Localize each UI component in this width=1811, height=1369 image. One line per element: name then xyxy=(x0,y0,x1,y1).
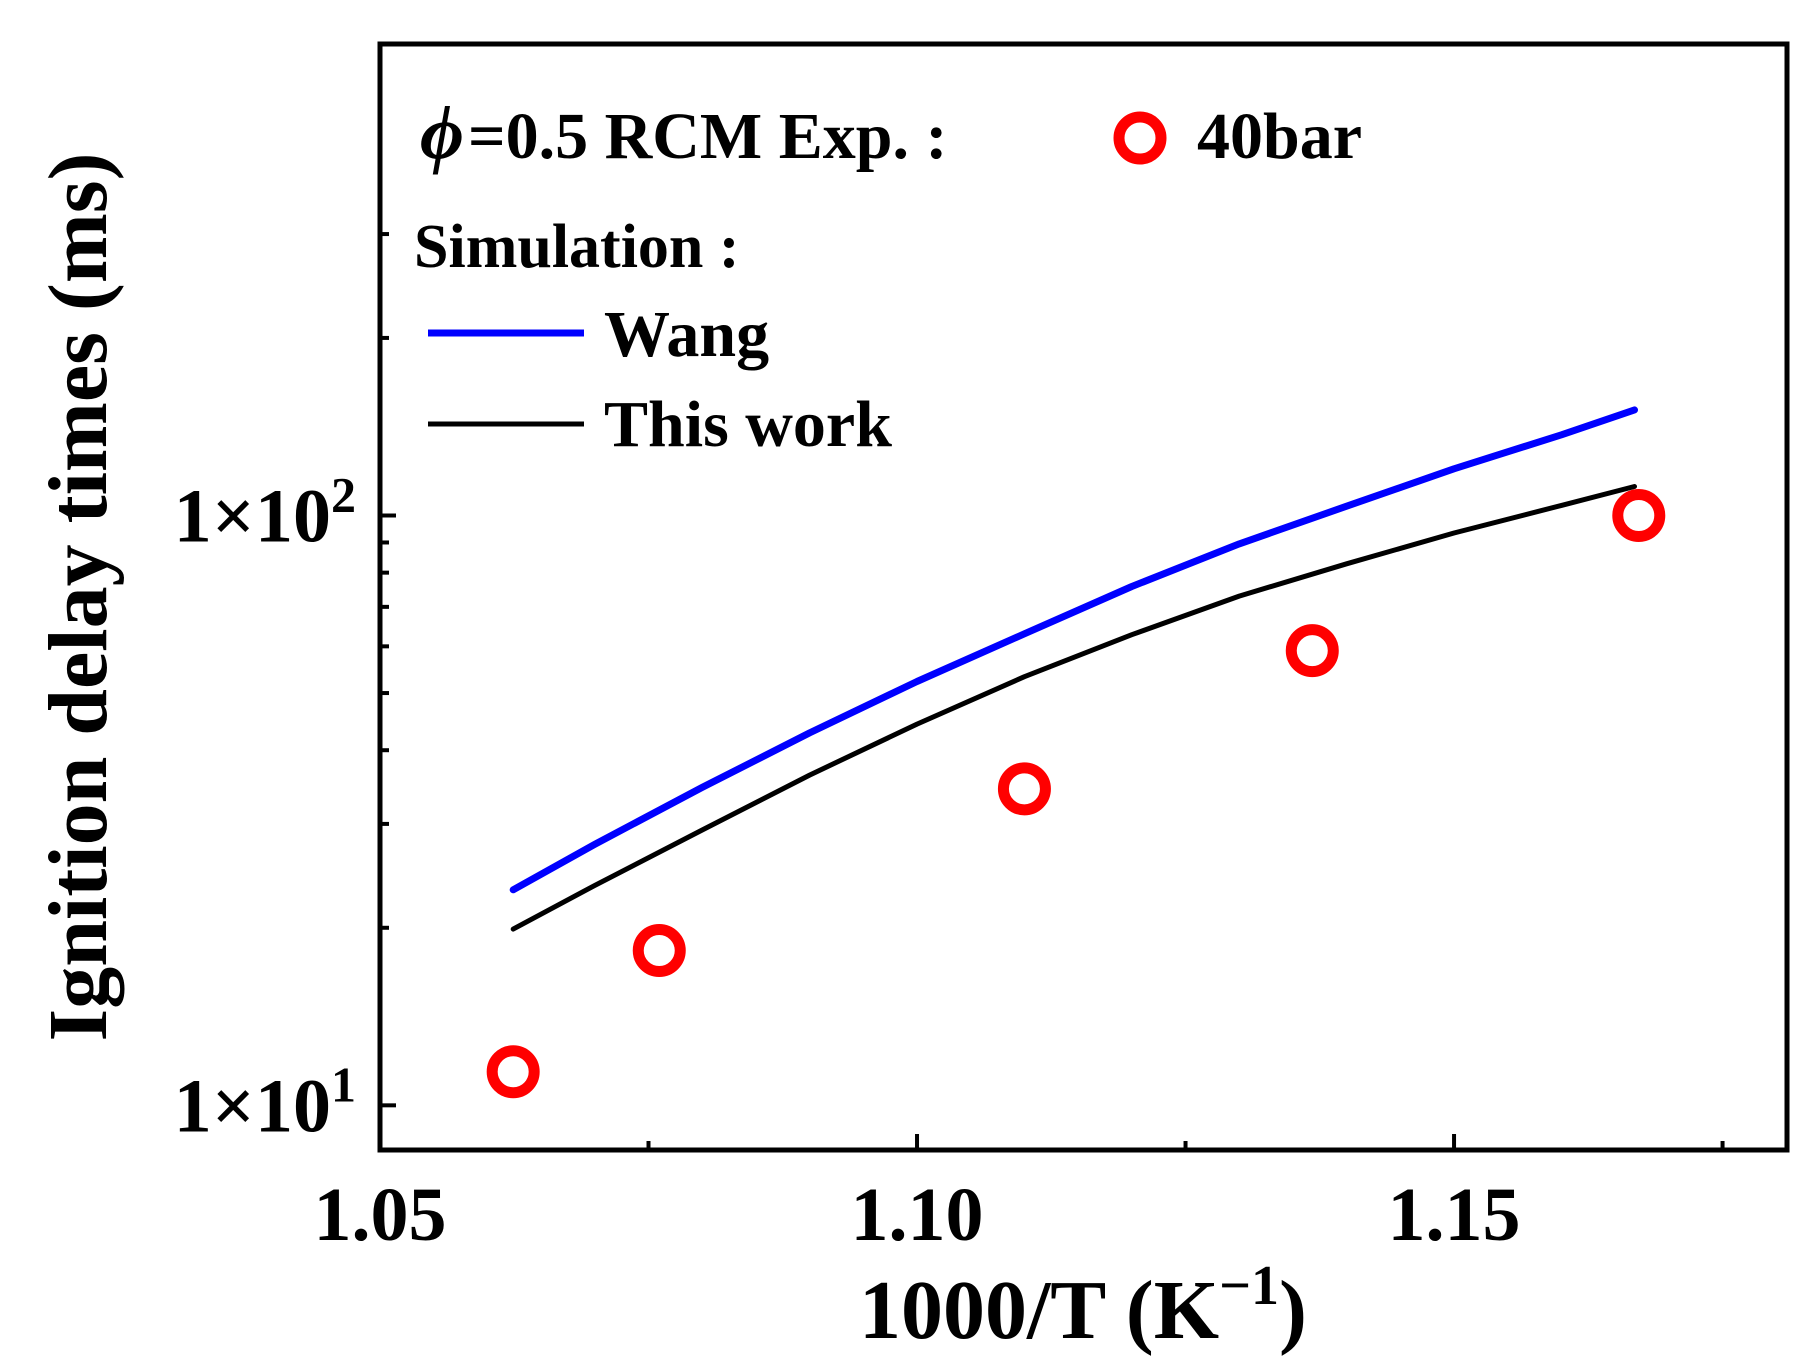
experiment-point xyxy=(1285,624,1339,678)
y-tick-label-base: 1×10 xyxy=(174,1064,331,1148)
x-tick-label: 1.15 xyxy=(1388,1173,1521,1257)
y-tick-label-exponent: 2 xyxy=(331,466,356,522)
y-tick-labels: 1×101 1×102 xyxy=(174,466,356,1148)
y-tick-label: 1×102 xyxy=(174,466,356,558)
legend-condition-text: =0.5 RCM Exp. : xyxy=(468,100,947,173)
y-tick-label: 1×101 xyxy=(174,1056,356,1148)
legend-condition: ϕ=0.5 RCM Exp. : xyxy=(420,91,947,175)
x-axis-label-main: 1000/T (K xyxy=(859,1264,1219,1357)
major-ticks xyxy=(378,513,1457,1150)
x-axis-label-superscript: −1 xyxy=(1219,1255,1279,1317)
x-axis-label-close: ) xyxy=(1279,1264,1307,1357)
legend-marker-label: 40bar xyxy=(1197,100,1362,173)
legend-label-this-work: This work xyxy=(604,388,892,461)
minor-ticks xyxy=(380,232,1725,1150)
experiment-markers xyxy=(486,488,1666,1099)
x-axis-label: 1000/T (K−1) xyxy=(859,1255,1307,1357)
y-tick-label-base: 1×10 xyxy=(174,474,331,558)
experiment-point xyxy=(486,1045,540,1099)
plot-frame xyxy=(377,41,1790,1153)
legend-marker-40bar xyxy=(1113,111,1167,165)
legend-label-wang: Wang xyxy=(604,298,769,371)
legend: ϕ=0.5 RCM Exp. : 40bar Simulation : Wang… xyxy=(414,91,1362,461)
x-tick-label: 1.10 xyxy=(851,1173,984,1257)
experiment-point xyxy=(997,762,1051,816)
legend-phi-symbol: ϕ xyxy=(420,91,464,175)
y-tick-label-exponent: 1 xyxy=(331,1056,356,1112)
x-tick-labels: 1.05 1.10 1.15 xyxy=(314,1173,1521,1257)
x-tick-label: 1.05 xyxy=(314,1173,447,1257)
series-line-this-work xyxy=(510,484,1637,932)
experiment-point xyxy=(1612,488,1666,542)
y-axis-label: Ignition delay times (ms) xyxy=(32,153,125,1042)
experiment-point xyxy=(632,924,686,978)
legend-simulation-heading: Simulation : xyxy=(414,213,740,281)
series-lines xyxy=(509,406,1638,932)
series-line-wang xyxy=(509,406,1638,894)
